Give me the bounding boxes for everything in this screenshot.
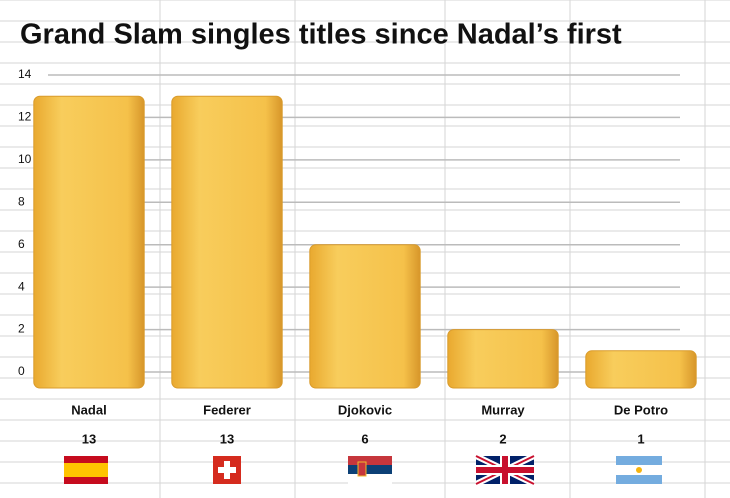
chart-title: Grand Slam singles titles since Nadal’s … bbox=[20, 19, 622, 51]
x-tick-label: De Potro bbox=[614, 402, 668, 417]
bar bbox=[585, 350, 697, 389]
bar bbox=[447, 329, 559, 389]
x-tick-label: Nadal bbox=[71, 402, 106, 417]
flag-uk bbox=[474, 453, 536, 487]
x-tick-label: Djokovic bbox=[338, 402, 392, 417]
value-label: 1 bbox=[637, 431, 644, 446]
value-label: 2 bbox=[499, 431, 506, 446]
bar bbox=[171, 95, 283, 389]
y-tick-label: 8 bbox=[18, 194, 25, 208]
x-tick-label: Federer bbox=[203, 402, 251, 417]
y-tick-label: 4 bbox=[18, 279, 25, 293]
value-label: 13 bbox=[220, 431, 234, 446]
bar bbox=[33, 95, 145, 389]
y-tick-label: 0 bbox=[18, 364, 25, 378]
x-tick-label: Murray bbox=[481, 402, 525, 417]
flag-spain bbox=[64, 456, 108, 484]
value-label: 6 bbox=[361, 431, 368, 446]
bar bbox=[309, 244, 421, 389]
y-tick-label: 10 bbox=[18, 152, 32, 166]
flag-serbia bbox=[348, 456, 392, 484]
value-label: 13 bbox=[82, 431, 96, 446]
flag-argentina bbox=[616, 456, 662, 484]
flag-switzerland bbox=[213, 456, 241, 484]
y-tick-label: 6 bbox=[18, 237, 25, 251]
y-tick-label: 12 bbox=[18, 110, 32, 124]
y-tick-label: 14 bbox=[18, 67, 32, 81]
y-tick-label: 2 bbox=[18, 322, 25, 336]
